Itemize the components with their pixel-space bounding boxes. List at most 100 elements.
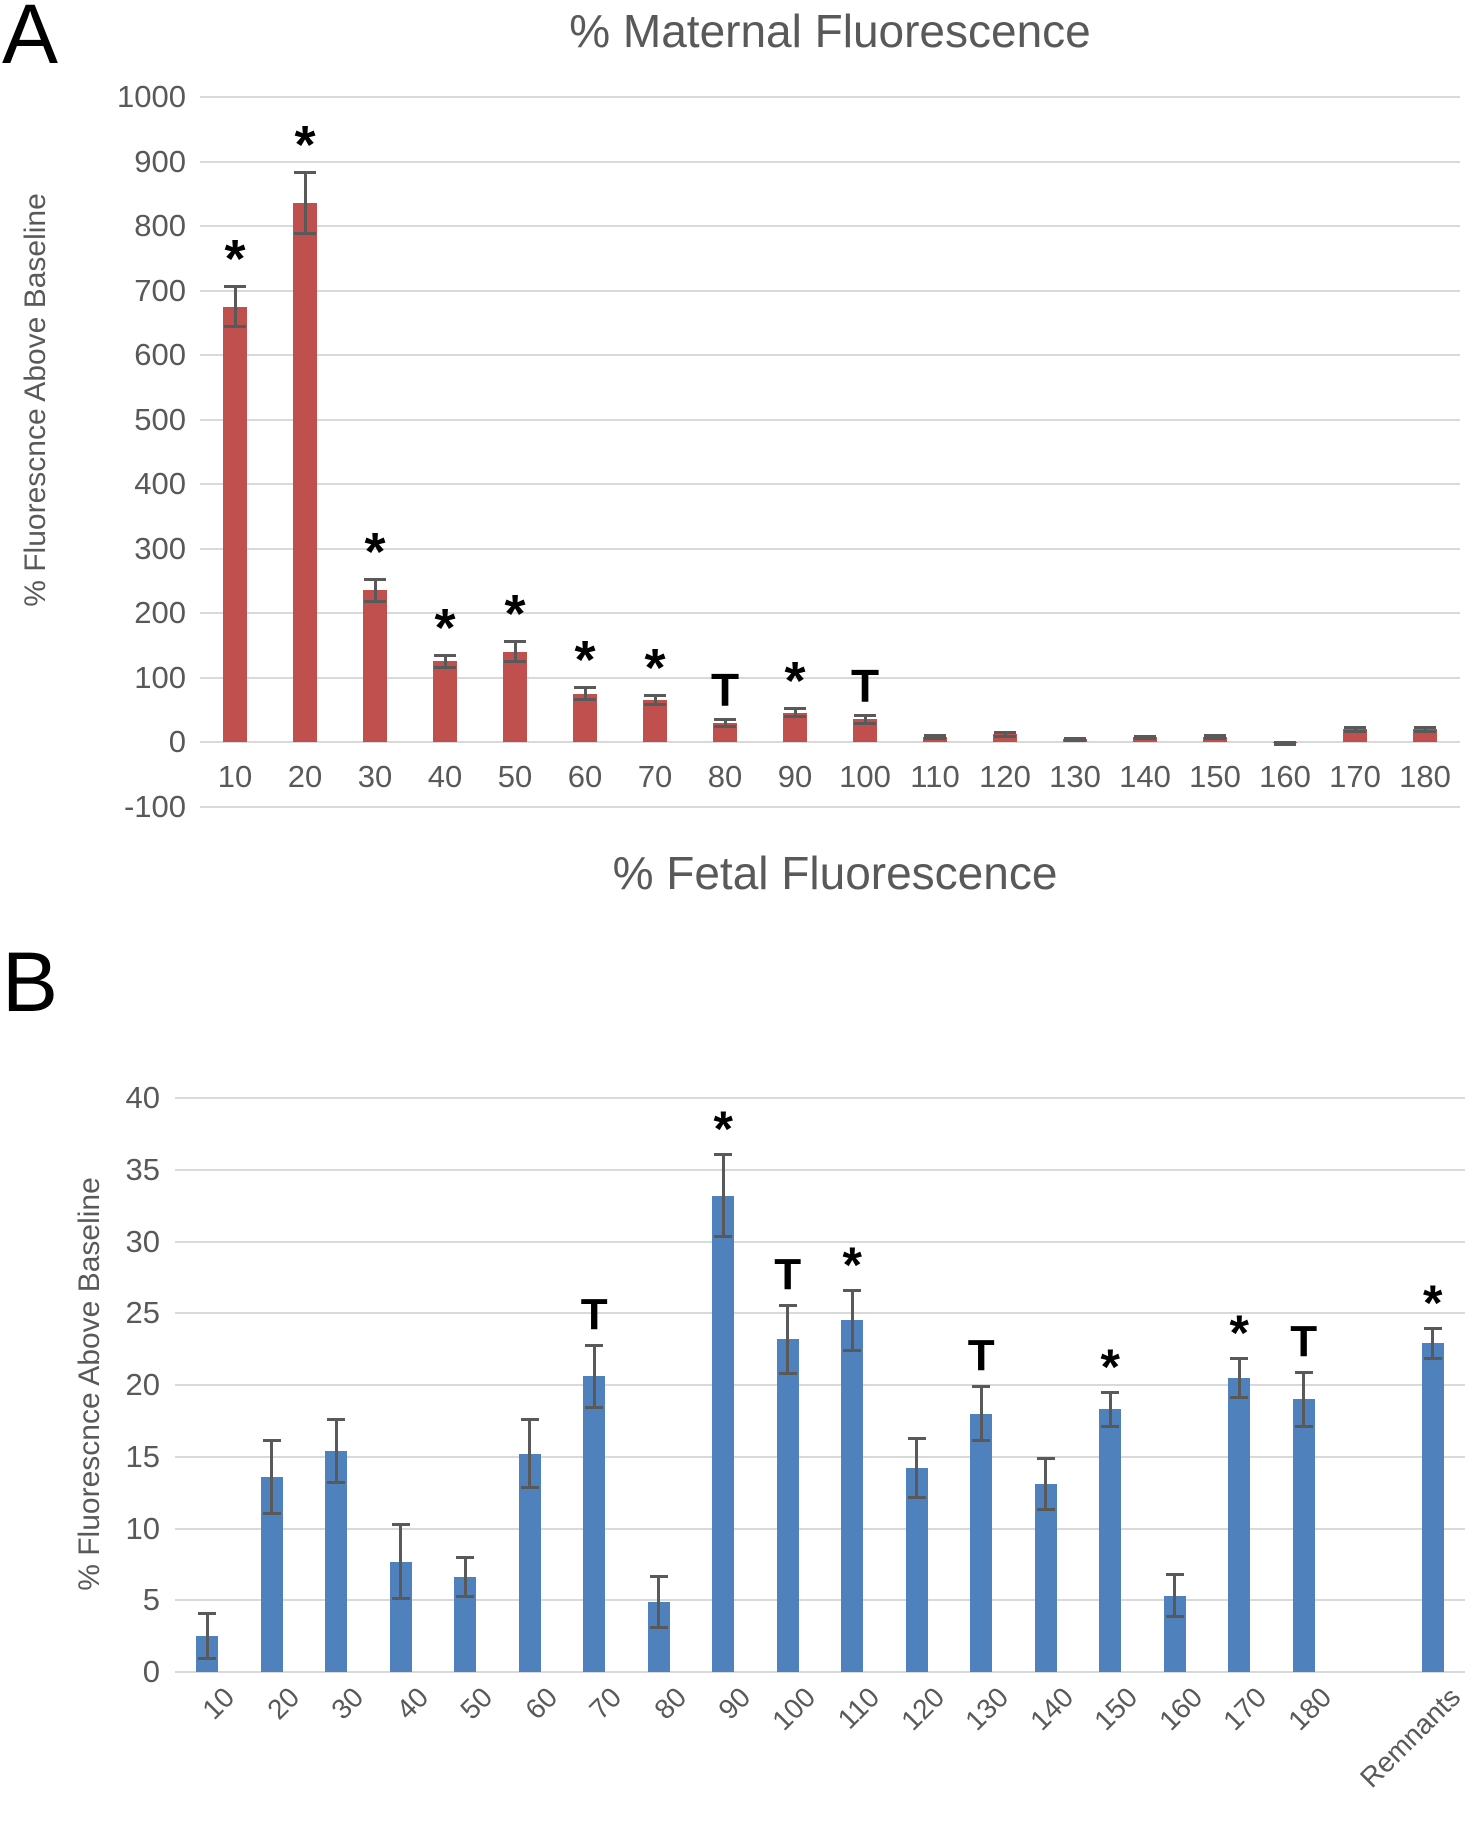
error-bar-top-cap [434, 653, 456, 657]
error-bar-top-cap [364, 577, 386, 581]
gridline [175, 1097, 1465, 1099]
error-bar-top-cap [294, 171, 316, 175]
error-bar [334, 1419, 338, 1483]
error-bar-top-cap [198, 1612, 217, 1616]
significance-marker: * [504, 584, 526, 645]
bar-120 [905, 1468, 928, 1672]
error-bar-top-cap [1423, 1326, 1442, 1330]
bar-110 [841, 1320, 864, 1672]
error-bar [513, 641, 517, 662]
gridline [200, 805, 1460, 808]
gridline [200, 354, 1460, 356]
y-tick-label: 0 [142, 1654, 160, 1689]
significance-marker: * [364, 521, 386, 582]
bar-160 [1163, 1595, 1186, 1672]
gridline [200, 418, 1460, 421]
y-tick-label: 200 [134, 595, 186, 630]
y-tick-label: 15 [125, 1438, 160, 1474]
y-tick-label: 40 [125, 1080, 160, 1115]
y-tick-label: 1000 [117, 79, 186, 114]
error-bar [205, 1613, 209, 1660]
error-bar-bottom-cap [434, 665, 456, 669]
error-bar-bottom-cap [649, 1625, 668, 1629]
y-tick-label: 700 [134, 272, 186, 308]
gridline [175, 1527, 1465, 1530]
x-tick-label: 90 [777, 759, 813, 794]
bar-90 [712, 1195, 735, 1672]
significance-marker: * [1100, 1339, 1120, 1396]
error-bar [915, 1438, 919, 1499]
gridline [200, 289, 1460, 292]
error-bar-bottom-cap [520, 1486, 539, 1490]
y-tick-label: 0 [168, 724, 186, 759]
x-tick-label: 10 [217, 759, 253, 794]
significance-marker: T [774, 1249, 802, 1299]
error-bar-bottom-cap [1064, 738, 1086, 742]
error-bar-bottom-cap [1344, 729, 1366, 733]
significance-marker: T [710, 663, 740, 716]
error-bar-top-cap [714, 1152, 733, 1156]
error-bar-top-cap [1036, 1457, 1055, 1461]
error-bar-bottom-cap [1101, 1424, 1120, 1428]
gridline [200, 676, 1460, 679]
y-tick-label: 300 [134, 530, 186, 566]
error-bar-bottom-cap [1036, 1507, 1055, 1511]
error-bar-top-cap [1064, 737, 1086, 741]
error-bar-top-cap [714, 717, 736, 721]
x-tick-label: 70 [637, 759, 673, 794]
y-tick-label: 10 [125, 1510, 160, 1546]
x-tick-label: 140 [1119, 759, 1171, 794]
error-bar [1173, 1574, 1177, 1618]
error-bar-bottom-cap [1414, 729, 1436, 733]
y-tick-label: 800 [134, 208, 186, 243]
error-bar-bottom-cap [327, 1480, 346, 1484]
error-bar [373, 578, 377, 603]
error-bar-top-cap [1344, 725, 1366, 729]
error-bar-bottom-cap [907, 1496, 926, 1500]
error-bar [528, 1419, 532, 1489]
error-bar-top-cap [327, 1418, 346, 1422]
error-bar-bottom-cap [784, 715, 806, 719]
error-bar-bottom-cap [714, 724, 736, 728]
bar-170 [1228, 1377, 1251, 1672]
significance-marker: * [224, 228, 246, 289]
gridline [175, 1168, 1465, 1171]
x-tick-label: 100 [839, 759, 891, 794]
gridline [200, 225, 1460, 227]
x-tick-label: 40 [427, 759, 463, 794]
x-tick-label: 160 [1259, 759, 1311, 794]
bar-30 [363, 590, 387, 742]
gridline [200, 483, 1460, 485]
y-tick-label: 600 [134, 337, 186, 372]
significance-marker: * [713, 1100, 733, 1157]
error-bar-bottom-cap [1274, 742, 1296, 746]
error-bar [1237, 1357, 1241, 1398]
significance-marker: * [842, 1237, 862, 1294]
error-bar-top-cap [1230, 1356, 1249, 1360]
bar-30 [325, 1451, 348, 1672]
error-bar [850, 1290, 854, 1351]
error-bar [1044, 1458, 1048, 1510]
error-bar [399, 1524, 403, 1599]
significance-marker: * [1423, 1274, 1443, 1331]
error-bar-bottom-cap [924, 736, 946, 740]
error-bar-top-cap [1204, 733, 1226, 737]
error-bar-bottom-cap [224, 325, 246, 329]
error-bar [653, 694, 657, 706]
x-tick-label: 110 [910, 759, 960, 794]
error-bar [592, 1344, 596, 1408]
error-bar [1423, 726, 1427, 732]
gridline [200, 96, 1460, 98]
y-tick-label: 20 [125, 1367, 160, 1402]
error-bar-top-cap [778, 1303, 797, 1307]
error-bar-top-cap [649, 1574, 668, 1578]
significance-marker: * [294, 115, 316, 176]
fetal-chart-title: % Fetal Fluorescence [612, 847, 1058, 899]
error-bar-top-cap [994, 730, 1016, 734]
error-bar-top-cap [1274, 741, 1296, 744]
error-bar-bottom-cap [1134, 737, 1156, 741]
significance-marker: * [574, 630, 596, 691]
y-tick-label: 25 [125, 1295, 160, 1331]
y-tick-label: 5 [142, 1582, 160, 1618]
gridline [200, 160, 1460, 163]
